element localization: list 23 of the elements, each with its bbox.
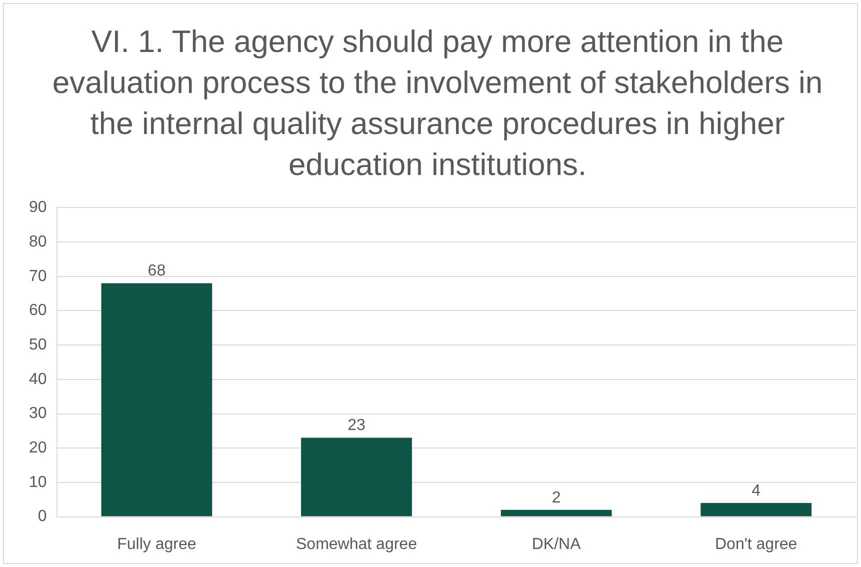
data-label: 2: [552, 489, 561, 506]
data-label: 4: [752, 482, 761, 500]
data-label: 23: [348, 417, 366, 434]
y-tick-label: 90: [29, 199, 47, 216]
y-tick-label: 40: [29, 370, 47, 388]
bar: [101, 283, 212, 516]
y-tick-label: 80: [29, 233, 47, 250]
chart-title: VI. 1. The agency should pay more attention in the evaluation process to the involvement of stakeholders in the internal quality assurance procedures in higher education institutions.: [52, 24, 823, 182]
x-tick-label: DK/NA: [532, 536, 582, 553]
y-tick-label: 60: [29, 302, 47, 320]
x-tick-label: Fully agree: [117, 536, 196, 553]
bar: [500, 510, 612, 516]
y-tick-label: 70: [29, 268, 47, 285]
data-label: 68: [148, 262, 166, 280]
x-tick-label: Don't agree: [714, 536, 798, 553]
x-tick-label: Somewhat agree: [296, 536, 418, 553]
y-tick-label: 0: [38, 508, 47, 526]
bar: [700, 503, 812, 516]
y-tick-label: 30: [29, 405, 47, 422]
y-tick-label: 20: [29, 440, 47, 457]
bar: [301, 438, 412, 516]
y-tick-label: 50: [29, 336, 47, 354]
y-tick-label: 10: [29, 474, 47, 491]
